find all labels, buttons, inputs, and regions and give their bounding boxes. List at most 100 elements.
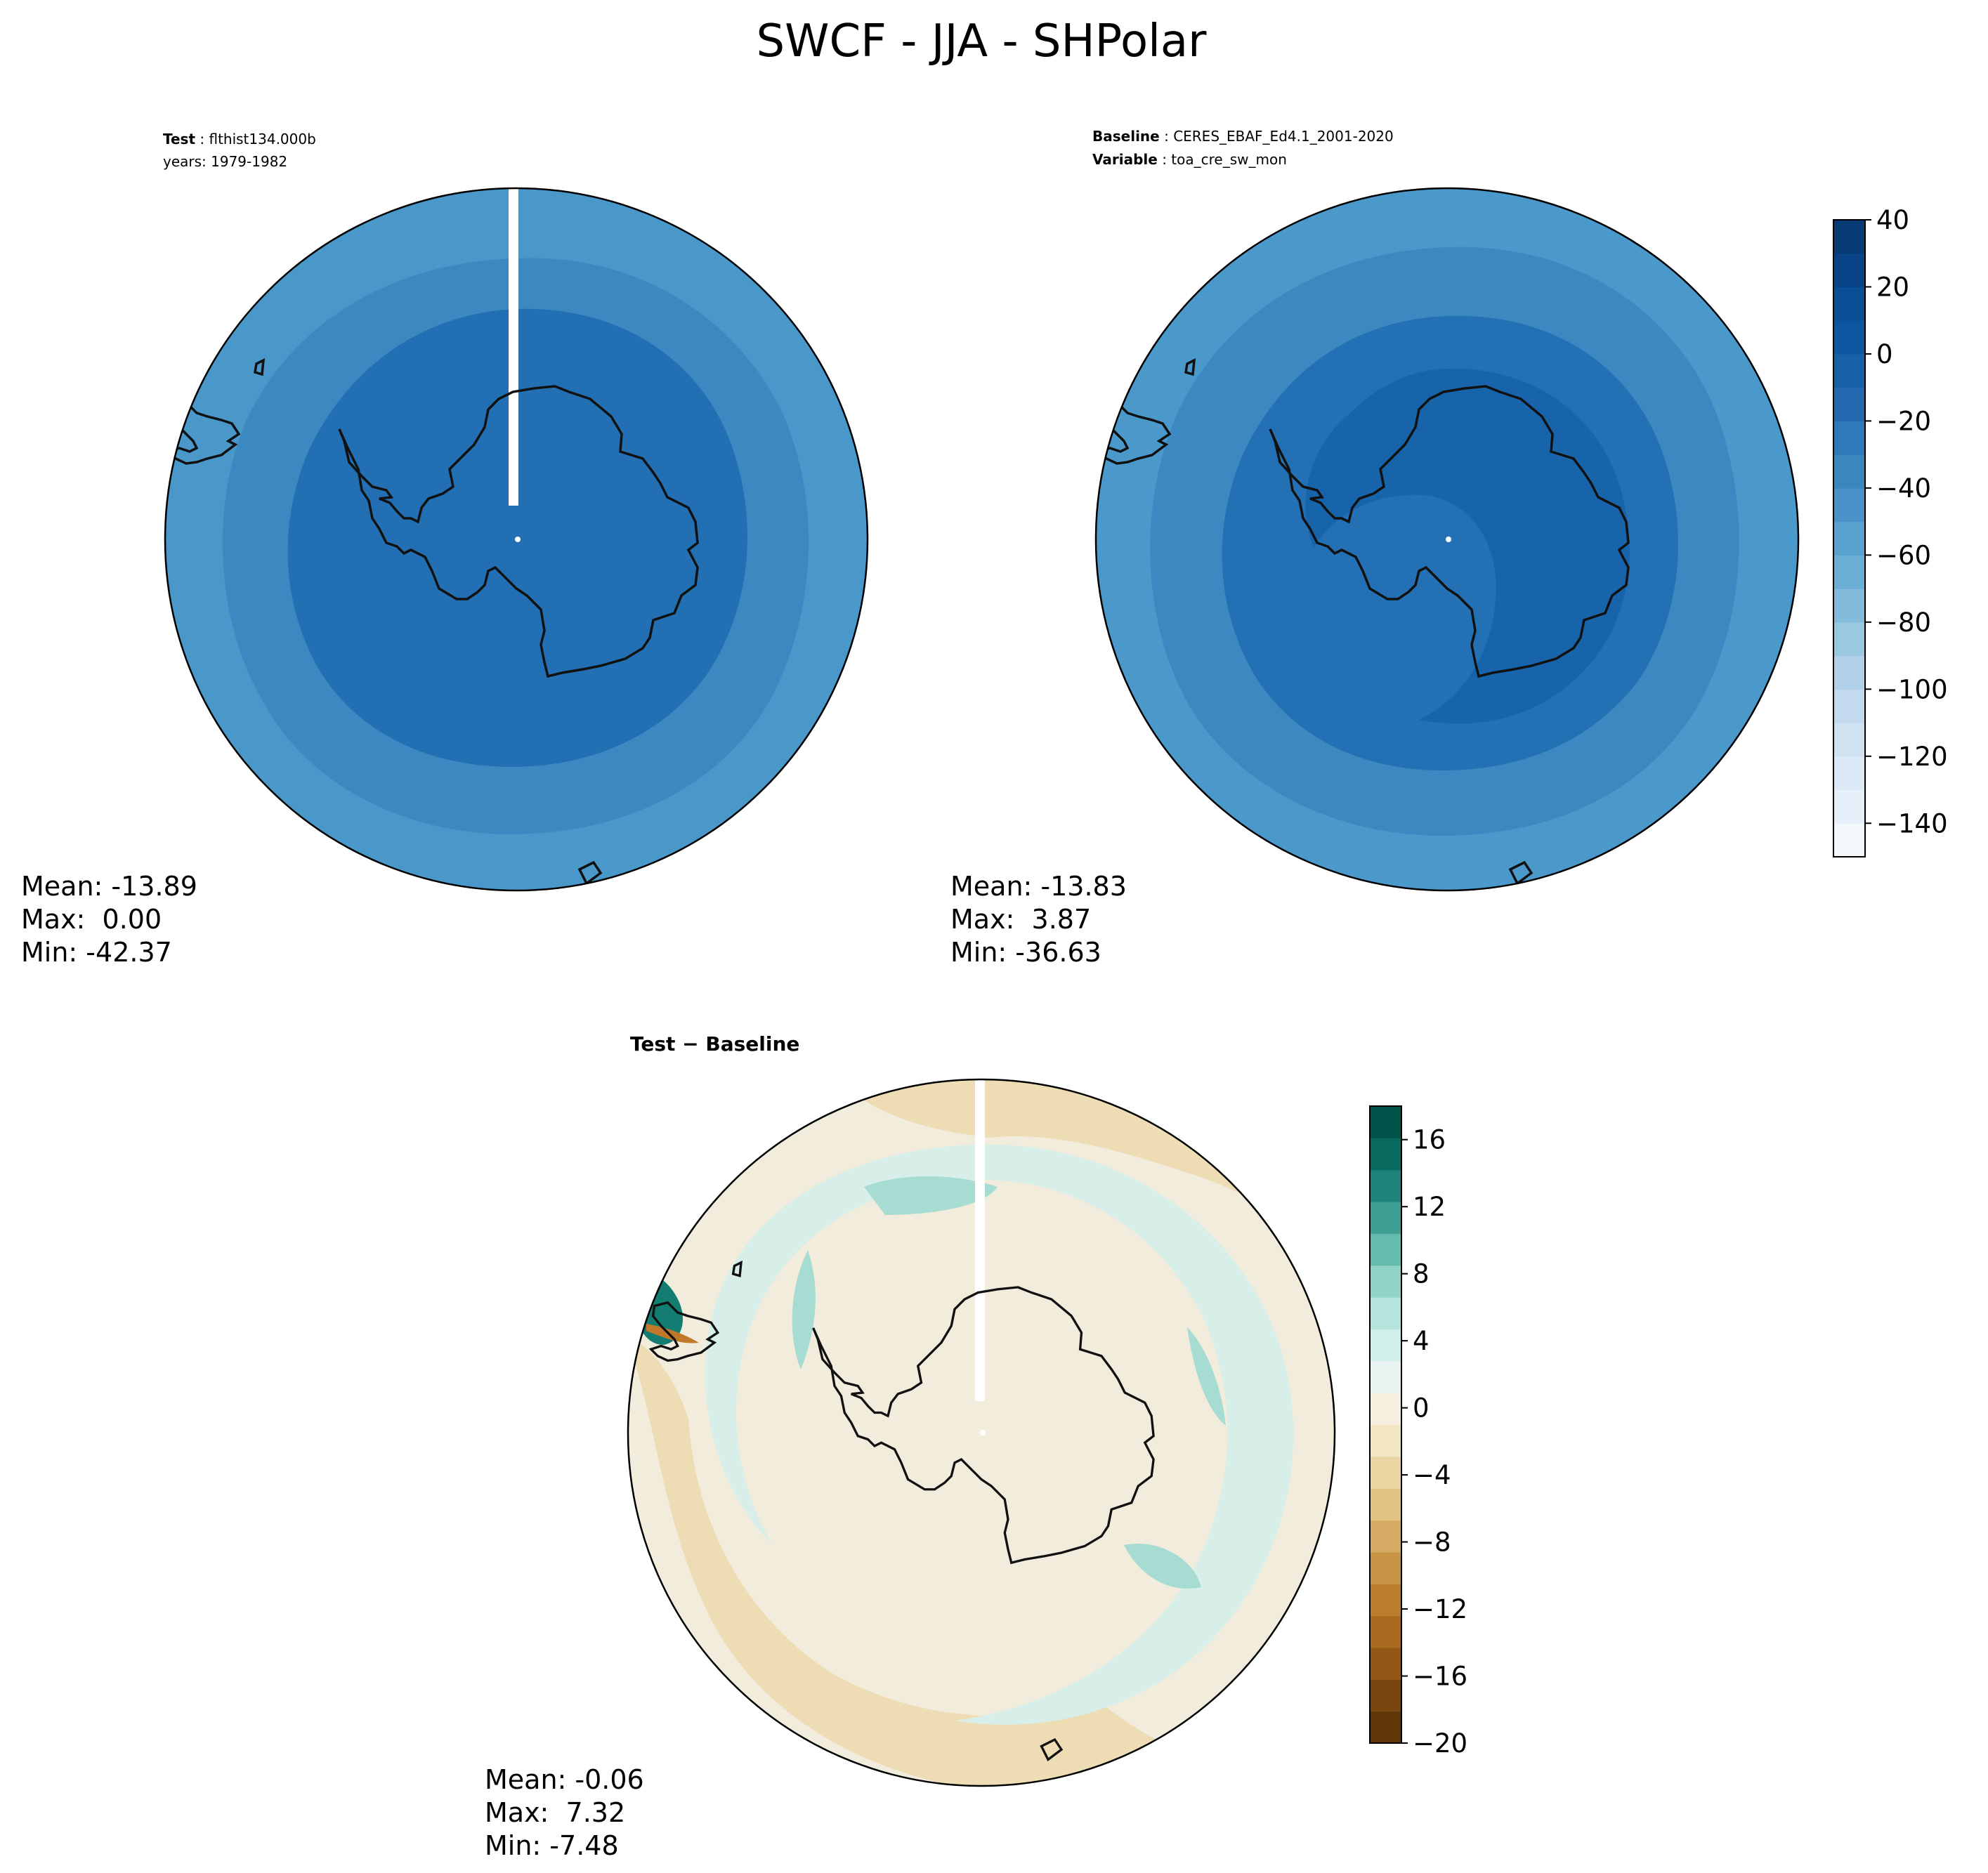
blues-colorbar-tick-label: −100 [1876, 674, 1948, 704]
blues-colorbar-swatch [1833, 387, 1865, 422]
blues-colorbar-swatch [1833, 320, 1865, 355]
brbg-colorbar-tick-label: 4 [1413, 1326, 1430, 1356]
blues-colorbar-swatch [1833, 220, 1865, 254]
brbg-colorbar-tick-label: −8 [1413, 1527, 1451, 1558]
blues-colorbar-tick-label: 0 [1876, 339, 1893, 369]
brbg-colorbar-swatch [1370, 1202, 1401, 1234]
baseline-map-coastline [1098, 358, 1630, 886]
diff-map-pole-dot [980, 1430, 986, 1435]
test-map-missing-wedge [509, 188, 518, 506]
baseline-label: Baseline : CERES_EBAF_Ed4.1_2001-2020 [1092, 128, 1394, 145]
brbg-colorbar-ticks: 16 12 8 4 0 −4 −8 −12 −16 −20 [1401, 1125, 1467, 1759]
diff-max: Max: 7.32 [485, 1797, 625, 1828]
brbg-colorbar-swatch [1370, 1711, 1401, 1744]
brbg-colorbar-tick-label: −20 [1413, 1728, 1467, 1759]
blues-colorbar-swatch [1833, 655, 1865, 690]
brbg-colorbar-swatch [1370, 1520, 1401, 1553]
diff-map-teal-patch-4 [792, 1250, 816, 1369]
baseline-min: Min: -36.63 [950, 937, 1101, 968]
blues-colorbar-swatch [1833, 287, 1865, 321]
blues-colorbar-swatch [1833, 487, 1865, 523]
figure-title: SWCF - JJA - SHPolar [757, 15, 1208, 67]
baseline-variable: Variable : toa_cre_sw_mon [1092, 151, 1287, 168]
test-map [165, 188, 868, 891]
diff-mean: Mean: -0.06 [485, 1764, 644, 1795]
blues-colorbar-swatch [1833, 421, 1865, 455]
baseline-mean: Mean: -13.83 [950, 871, 1127, 902]
blues-colorbar-ticks: 40 20 0 −20 −40 −60 −80 −100 −120 −140 [1865, 205, 1948, 839]
blues-colorbar-swatch [1833, 689, 1865, 723]
blues-colorbar-swatches [1833, 220, 1865, 857]
blues-colorbar-tick-label: −60 [1876, 540, 1931, 570]
test-label-value: flthist134.000b [209, 131, 315, 147]
blues-colorbar-swatch [1833, 756, 1865, 791]
brbg-colorbar-swatch [1370, 1456, 1401, 1489]
baseline-label-sep: : [1160, 128, 1173, 145]
blues-colorbar-swatch [1833, 555, 1865, 589]
blues-colorbar-tick-label: 20 [1876, 272, 1909, 302]
diff-map-teal-patch-2 [1187, 1327, 1226, 1426]
blues-colorbar-swatch [1833, 823, 1865, 857]
baseline-variable-key: Variable [1092, 151, 1158, 168]
blues-colorbar-tick-label: −20 [1876, 406, 1931, 436]
brbg-colorbar-swatch [1370, 1488, 1401, 1521]
brbg-colorbar-tick-label: −4 [1413, 1460, 1451, 1490]
brbg-colorbar-tick-label: −16 [1413, 1662, 1467, 1692]
brbg-colorbar-swatch [1370, 1393, 1401, 1426]
baseline-map-boundary [1094, 187, 1800, 892]
baseline-map-pole-dot [1446, 537, 1451, 542]
blues-colorbar-frame [1833, 219, 1866, 857]
test-label-key: Test [163, 131, 195, 147]
diff-map-boundary [627, 1078, 1336, 1787]
diff-map-orange-streak [646, 1324, 699, 1343]
diff-panel: Test − Baseline Mean: -0.06 Max: [485, 1032, 1336, 1861]
blues-colorbar-tick-label: −140 [1876, 808, 1948, 839]
brbg-colorbar-swatch [1370, 1297, 1401, 1330]
brbg-colorbar-tick-label: −12 [1413, 1594, 1467, 1624]
brbg-colorbar-swatch [1370, 1169, 1401, 1202]
brbg-colorbar-swatch [1370, 1584, 1401, 1617]
test-label: Test : flthist134.000b [163, 131, 316, 147]
test-map-boundary [164, 187, 869, 892]
test-mean: Mean: -13.89 [21, 871, 197, 902]
baseline-max: Max: 3.87 [950, 904, 1091, 935]
blues-colorbar-swatch [1833, 589, 1865, 623]
test-panel: Test : flthist134.000b years: 1979-1982 … [21, 131, 869, 968]
blues-colorbar-swatch [1833, 723, 1865, 757]
brbg-colorbar-swatch [1370, 1233, 1401, 1266]
baseline-map-core-band [1305, 368, 1630, 724]
blues-colorbar-tick-label: −40 [1876, 473, 1931, 504]
brbg-colorbar-swatch [1370, 1329, 1401, 1362]
brbg-colorbar-tick-label: 0 [1413, 1393, 1430, 1424]
baseline-label-value: CERES_EBAF_Ed4.1_2001-2020 [1173, 128, 1394, 145]
test-max: Max: 0.00 [21, 904, 162, 935]
baseline-label-key: Baseline [1092, 128, 1160, 145]
brbg-colorbar-swatch [1370, 1138, 1401, 1171]
blues-colorbar-swatch [1833, 454, 1865, 489]
blues-colorbar-swatch [1833, 253, 1865, 288]
brbg-colorbar-swatch [1370, 1647, 1401, 1680]
brbg-colorbar-swatches [1370, 1106, 1401, 1744]
brbg-colorbar-tick-label: 16 [1413, 1125, 1446, 1155]
blues-colorbar: 40 20 0 −20 −40 −60 −80 −100 −120 −140 [1833, 205, 1948, 857]
blues-colorbar-tick-label: −80 [1876, 607, 1931, 638]
brbg-colorbar-tick-label: 8 [1413, 1259, 1430, 1289]
test-years: years: 1979-1982 [163, 153, 287, 170]
brbg-colorbar-frame [1369, 1105, 1402, 1744]
diff-map-missing-wedge [975, 1079, 985, 1401]
brbg-colorbar-swatch [1370, 1615, 1401, 1648]
blues-colorbar-swatch [1833, 521, 1865, 556]
brbg-colorbar-swatch [1370, 1265, 1401, 1298]
baseline-panel: Baseline : CERES_EBAF_Ed4.1_2001-2020 Va… [950, 128, 1800, 968]
blues-colorbar-swatch [1833, 353, 1865, 388]
diff-map [628, 1079, 1335, 1786]
brbg-colorbar-swatch [1370, 1424, 1401, 1457]
brbg-colorbar-swatch [1370, 1360, 1401, 1393]
brbg-colorbar: 16 12 8 4 0 −4 −8 −12 −16 −20 [1369, 1105, 1467, 1759]
test-map-pole-dot [515, 537, 521, 542]
diff-map-tan-outer [628, 1334, 1194, 1786]
diff-min: Min: -7.48 [485, 1830, 619, 1861]
diff-map-teal-patch-3 [1124, 1544, 1201, 1589]
brbg-colorbar-swatch [1370, 1106, 1401, 1138]
